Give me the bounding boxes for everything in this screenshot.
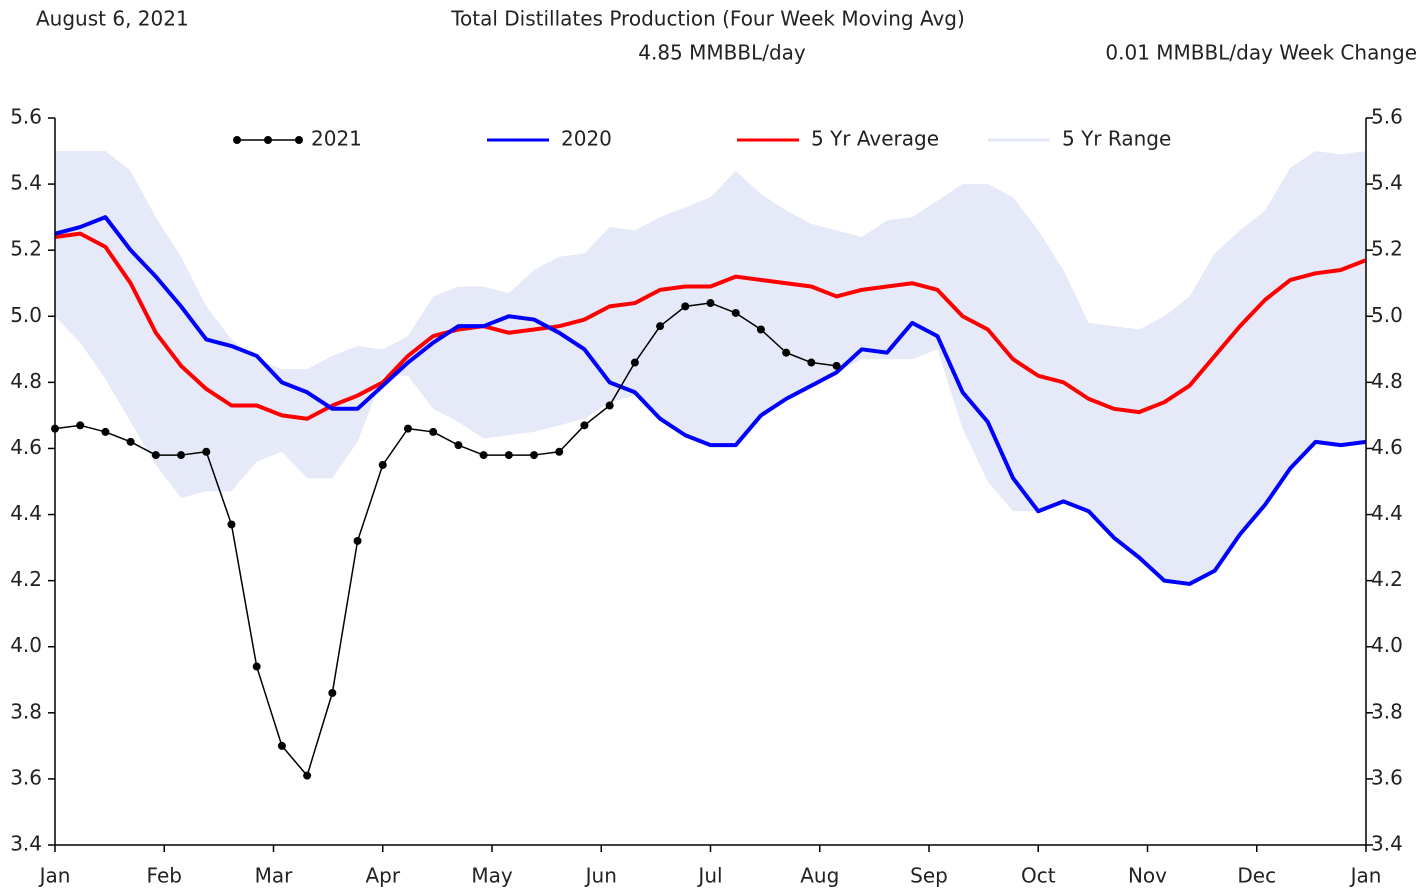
y2-tick-label: 5.6 [1371,105,1403,129]
series-marker [429,427,438,436]
y-tick-label: 4.0 [10,633,42,657]
series-marker [656,322,665,331]
legend-label: 2021 [311,127,362,151]
y-tick-label: 5.6 [10,105,42,129]
series-marker [807,358,816,367]
y-tick-label: 3.6 [10,765,42,789]
series-marker [605,401,614,410]
series-line [54,302,837,777]
y-tick-label: 4.2 [10,567,42,591]
series-marker [151,451,160,460]
series-marker [101,427,110,436]
series-marker [630,358,639,367]
y2-tick-label: 4.4 [1371,501,1403,525]
legend-marker [295,136,303,144]
series-marker [177,451,186,460]
x-tick-label: Nov [1128,864,1167,888]
week-change: 0.01 MMBBL/day Week Change [1105,41,1417,65]
series-marker [328,688,337,697]
series-marker [277,741,286,750]
y2-tick-label: 4.8 [1371,369,1403,393]
y2-tick-label: 4.6 [1371,435,1403,459]
x-tick-label: Feb [147,864,182,888]
y2-tick-label: 4.2 [1371,567,1403,591]
y-tick-label: 3.8 [10,699,42,723]
legend-label: 5 Yr Range [1062,127,1171,151]
legend-marker [233,136,241,144]
y2-tick-label: 3.4 [1371,832,1403,856]
chart-title: Total Distillates Production (Four Week … [450,7,965,31]
series-marker [454,441,463,450]
series-marker [555,447,564,456]
x-tick-label: Jan [1349,864,1382,888]
series-marker [303,771,312,780]
y2-tick-label: 5.0 [1371,303,1403,327]
series-marker [504,451,513,460]
series-marker [378,460,387,469]
chart-subtitle: 4.85 MMBBL/day [638,41,806,65]
x-tick-label: Aug [800,864,839,888]
series-marker [731,308,740,317]
x-tick-label: Mar [255,864,294,888]
series-marker [756,325,765,334]
y2-tick-label: 5.4 [1371,171,1403,195]
x-tick-label: Apr [365,864,400,888]
x-tick-label: Jun [584,864,617,888]
y-tick-label: 5.4 [10,171,42,195]
x-tick-label: Oct [1021,864,1056,888]
series-marker [681,302,690,311]
legend-marker [264,136,272,144]
series-marker [126,437,135,446]
series-marker [530,451,539,460]
y2-tick-label: 3.6 [1371,765,1403,789]
series-marker [252,662,261,671]
series-marker [782,348,791,357]
series-marker [479,451,488,460]
x-tick-label: Jan [38,864,71,888]
series-marker [832,361,841,370]
y-tick-label: 5.0 [10,303,42,327]
y2-tick-label: 3.8 [1371,699,1403,723]
series-marker [353,536,362,545]
series-marker [580,421,589,430]
x-tick-label: Jul [696,864,722,888]
chart-date: August 6, 2021 [36,7,189,31]
x-tick-label: Sep [910,864,948,888]
series-marker [227,520,236,529]
series-marker [202,447,211,456]
y-tick-label: 4.6 [10,435,42,459]
y-tick-label: 5.2 [10,237,42,261]
range-band [55,151,1366,584]
x-tick-label: May [471,864,513,888]
y-tick-label: 4.4 [10,501,42,525]
series-line [54,231,1367,421]
y-tick-label: 4.8 [10,369,42,393]
series-line [54,215,1367,586]
legend-label: 5 Yr Average [811,127,939,151]
y-tick-label: 3.4 [10,832,42,856]
legend-label: 2020 [561,127,612,151]
x-tick-label: Dec [1237,864,1276,888]
y2-tick-label: 4.0 [1371,633,1403,657]
series-marker [403,424,412,433]
series-marker [76,421,85,430]
series-marker [706,299,715,308]
y2-tick-label: 5.2 [1371,237,1403,261]
